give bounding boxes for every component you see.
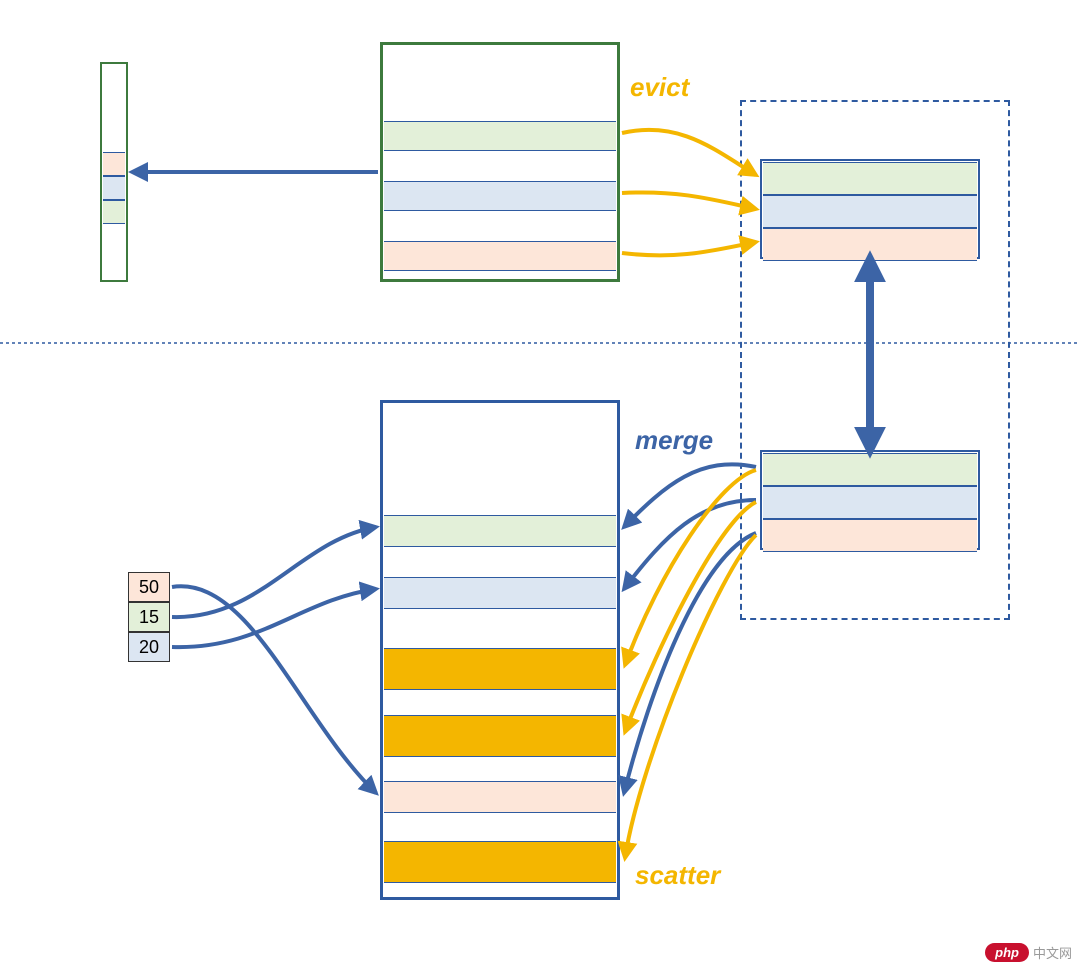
data-row: [384, 781, 616, 813]
data-row: [103, 176, 125, 200]
watermark-pill: php: [985, 943, 1029, 962]
bottom-main-box: [380, 400, 620, 900]
value-cell: 50: [128, 572, 170, 602]
data-row: [384, 121, 616, 151]
data-row: [763, 162, 977, 195]
data-row: [763, 228, 977, 261]
evict-label: evict: [630, 72, 689, 103]
data-row: [103, 200, 125, 224]
watermark-zh: 中文网: [1033, 946, 1072, 961]
data-row: [384, 841, 616, 883]
data-row: [384, 181, 616, 211]
watermark: php 中文网: [985, 943, 1072, 962]
bottom-result-box: [760, 450, 980, 550]
value-cell: 20: [128, 632, 170, 662]
top-main-box: [380, 42, 620, 282]
data-row: [384, 515, 616, 547]
top-small-box: [100, 62, 128, 282]
data-row: [384, 648, 616, 690]
data-row: [763, 519, 977, 552]
data-row: [384, 577, 616, 609]
top-result-box: [760, 159, 980, 259]
value-cell: 15: [128, 602, 170, 632]
merge-label: merge: [635, 425, 713, 456]
data-row: [763, 453, 977, 486]
data-row: [103, 152, 125, 176]
data-row: [384, 241, 616, 271]
data-row: [384, 715, 616, 757]
data-row: [763, 486, 977, 519]
data-row: [763, 195, 977, 228]
scatter-label: scatter: [635, 860, 720, 891]
